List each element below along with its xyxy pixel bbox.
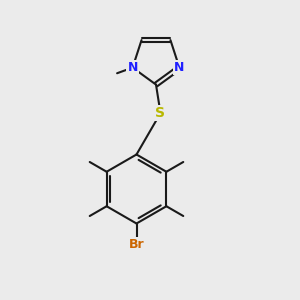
Text: N: N: [128, 61, 138, 74]
Text: S: S: [155, 106, 166, 120]
Text: N: N: [174, 61, 184, 74]
Text: Br: Br: [129, 238, 144, 251]
